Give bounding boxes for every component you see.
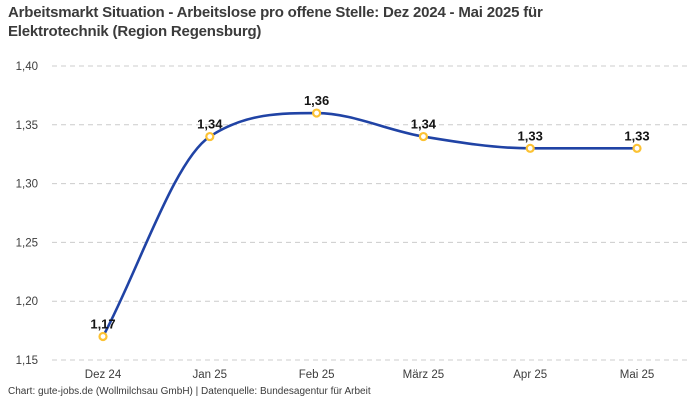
chart-title: Arbeitsmarkt Situation - Arbeitslose pro… — [8, 4, 543, 40]
y-tick-label: 1,25 — [16, 237, 38, 249]
x-tick-label: Apr 25 — [513, 369, 547, 381]
data-point-marker — [205, 131, 215, 142]
y-tick-label: 1,40 — [16, 61, 38, 73]
y-tick-label: 1,15 — [16, 355, 38, 367]
y-tick-label: 1,30 — [16, 179, 38, 191]
data-point-marker — [525, 143, 535, 153]
data-point-label: 1,34 — [411, 117, 437, 132]
data-point-label: 1,36 — [304, 93, 329, 108]
data-point-label: 1,34 — [197, 117, 223, 132]
series-line — [101, 111, 637, 338]
y-tick-label: 1,20 — [16, 296, 38, 308]
x-tick-label: Dez 24 — [85, 369, 122, 381]
data-point-label: 1,33 — [624, 128, 649, 143]
x-tick-label: Jan 25 — [193, 369, 228, 381]
data-point-marker — [312, 108, 322, 118]
chart-footer: Chart: gute-jobs.de (Wollmilchsau GmbH) … — [8, 386, 371, 397]
data-point-label: 1,17 — [90, 316, 115, 331]
x-tick-label: Feb 25 — [299, 369, 335, 381]
data-point-marker — [98, 331, 108, 342]
x-tick-label: März 25 — [403, 369, 445, 381]
data-point-marker — [418, 131, 428, 142]
x-tick-label: Mai 25 — [620, 369, 655, 381]
data-point-label: 1,33 — [518, 128, 543, 143]
y-tick-label: 1,35 — [16, 120, 38, 132]
data-point-marker — [632, 143, 642, 153]
